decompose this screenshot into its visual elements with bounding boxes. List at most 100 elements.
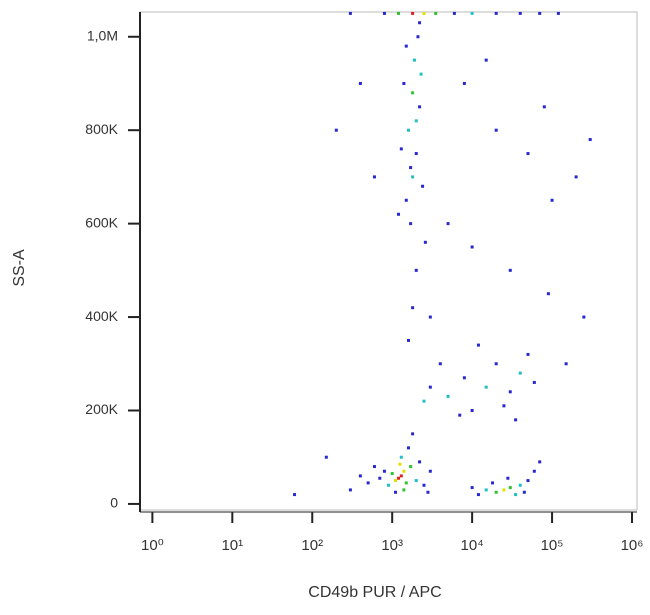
event-dot: [428, 469, 432, 473]
event-dot: [358, 81, 362, 85]
event-dot: [452, 11, 456, 15]
event-dot: [502, 488, 506, 492]
event-dot: [506, 476, 510, 480]
event-dot: [476, 343, 480, 347]
event-dot: [421, 184, 425, 188]
event-dot: [446, 394, 450, 398]
y-tick-label: 600K: [85, 214, 118, 230]
x-tick-label: 10⁴: [461, 537, 484, 554]
event-dot: [419, 72, 423, 76]
event-dot: [582, 315, 586, 319]
plot-frame: [139, 11, 638, 511]
event-dot: [414, 119, 418, 123]
event-dot: [411, 432, 415, 436]
event-dot: [399, 474, 403, 478]
event-dot: [409, 166, 413, 170]
event-dot: [398, 462, 402, 466]
event-dot: [422, 483, 426, 487]
event-dot: [414, 268, 418, 272]
event-dot: [407, 128, 411, 132]
event-dot: [494, 11, 498, 15]
event-dot: [458, 413, 462, 417]
event-dot: [564, 362, 568, 366]
event-dot: [393, 479, 397, 483]
event-dot: [324, 455, 328, 459]
x-tick-label: 10¹: [221, 537, 243, 554]
event-dot: [484, 58, 488, 62]
event-dot: [409, 222, 413, 226]
x-tick-label: 10³: [381, 537, 403, 554]
event-dot: [399, 455, 403, 459]
y-tick-label: 0: [110, 495, 118, 511]
event-dot: [348, 11, 352, 15]
event-dot: [494, 490, 498, 494]
event-dot: [546, 292, 550, 296]
event-dot: [426, 490, 430, 494]
event-dot: [508, 268, 512, 272]
event-dot: [416, 35, 420, 39]
event-dot: [366, 481, 370, 485]
event-dot: [382, 11, 386, 15]
event-dot: [399, 147, 403, 151]
x-tick-label: 10⁶: [621, 537, 644, 554]
event-dot: [387, 483, 391, 487]
event-dot: [412, 58, 416, 62]
event-dot: [348, 488, 352, 492]
event-dot: [470, 11, 474, 15]
event-dot: [438, 362, 442, 366]
event-dot: [382, 469, 386, 473]
event-dot: [404, 481, 408, 485]
event-dot: [542, 105, 546, 109]
event-dot: [372, 465, 376, 469]
event-dot: [414, 479, 418, 483]
event-dot: [414, 152, 418, 156]
event-dot: [334, 128, 338, 132]
event-dot: [470, 408, 474, 412]
event-dot: [462, 81, 466, 85]
event-dot: [462, 376, 466, 380]
event-dot: [407, 446, 411, 450]
event-dot: [397, 212, 401, 216]
event-dot: [423, 240, 427, 244]
event-dot: [411, 11, 415, 15]
event-dot: [411, 175, 415, 179]
event-dot: [397, 476, 401, 480]
x-axis-label: CD49b PUR / APC: [308, 584, 441, 601]
event-dot: [526, 352, 530, 356]
event-dot: [402, 81, 406, 85]
event-dot: [446, 222, 450, 226]
event-dot: [514, 493, 518, 497]
event-dot: [358, 474, 362, 478]
event-dot: [407, 338, 411, 342]
event-dot: [502, 404, 506, 408]
event-dot: [508, 486, 512, 490]
event-dot: [526, 479, 530, 483]
event-dot: [588, 138, 592, 142]
event-dot: [526, 152, 530, 156]
event-dot: [470, 486, 474, 490]
event-dot: [484, 385, 488, 389]
event-dot: [484, 488, 488, 492]
event-dot: [518, 11, 522, 15]
y-tick-label: 1,0M: [87, 27, 118, 43]
event-dot: [404, 198, 408, 202]
event-dot: [418, 105, 422, 109]
y-tick-label: 800K: [85, 121, 118, 137]
event-dot: [574, 175, 578, 179]
event-dot: [428, 315, 432, 319]
event-dot: [402, 469, 406, 473]
event-dot: [393, 490, 397, 494]
event-dot: [422, 11, 426, 15]
event-dot: [556, 11, 560, 15]
event-dot: [418, 460, 422, 464]
y-axis-label: SS-A: [11, 249, 28, 287]
event-dot: [518, 371, 522, 375]
event-dot: [434, 11, 438, 15]
x-tick-label: 10²: [301, 537, 323, 554]
y-tick-label: 200K: [85, 401, 118, 417]
event-dot: [428, 385, 432, 389]
event-dot: [470, 245, 474, 249]
event-dot: [404, 44, 408, 48]
event-dot: [372, 175, 376, 179]
